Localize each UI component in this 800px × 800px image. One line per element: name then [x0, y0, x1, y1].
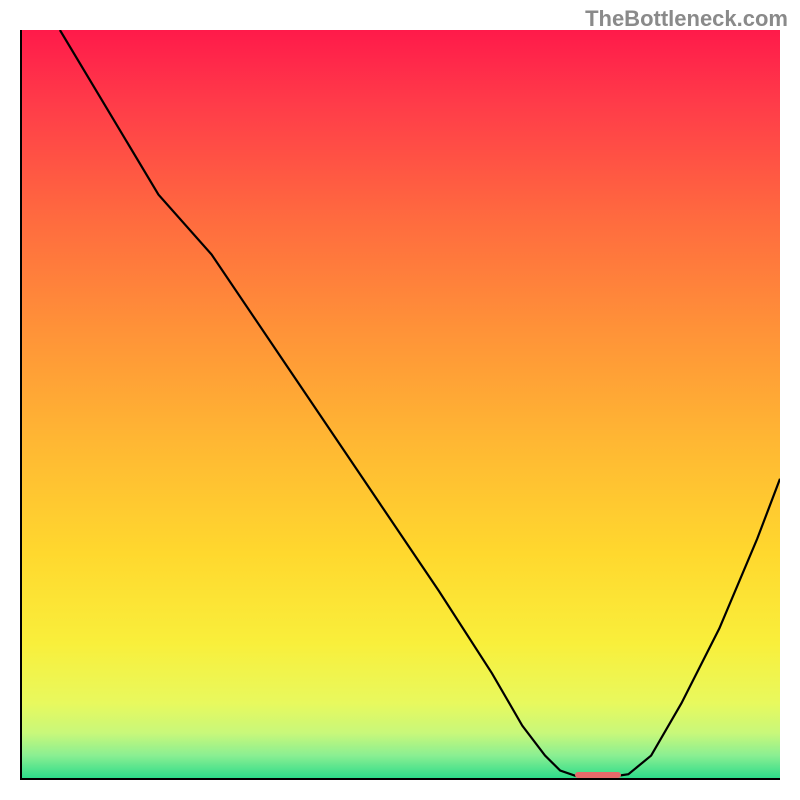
gradient-and-curve-svg [22, 30, 780, 778]
gradient-background [22, 30, 780, 778]
optimal-range-marker [575, 772, 620, 778]
watermark-text: TheBottleneck.com [585, 6, 788, 32]
chart-container [20, 30, 780, 780]
plot-area [22, 30, 780, 778]
